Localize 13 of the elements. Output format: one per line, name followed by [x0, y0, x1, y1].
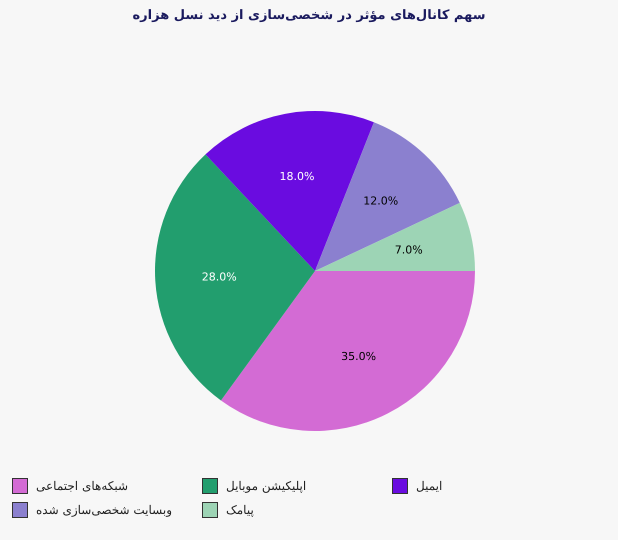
- legend-label: پیامک: [226, 503, 254, 517]
- data-label: 12.0%: [363, 194, 398, 208]
- legend-label: ایمیل: [416, 479, 442, 493]
- data-label: 35.0%: [341, 350, 376, 364]
- data-label: 18.0%: [280, 170, 314, 184]
- chart-title: سهم کانال‌های مؤثر در شخصی‌سازی از دید نسل هزاره: [132, 7, 486, 25]
- pie-slice: [155, 154, 315, 400]
- data-label: 7.0%: [394, 244, 423, 257]
- legend-label: اپلیکیشن موبایل: [226, 479, 306, 493]
- data-label: 28.0%: [202, 270, 237, 284]
- pie-slice: [315, 122, 460, 271]
- legend-label: وبسایت شخصی‌سازی شده: [36, 503, 172, 517]
- legend-label: شبکه‌های اجتماعی: [36, 479, 128, 493]
